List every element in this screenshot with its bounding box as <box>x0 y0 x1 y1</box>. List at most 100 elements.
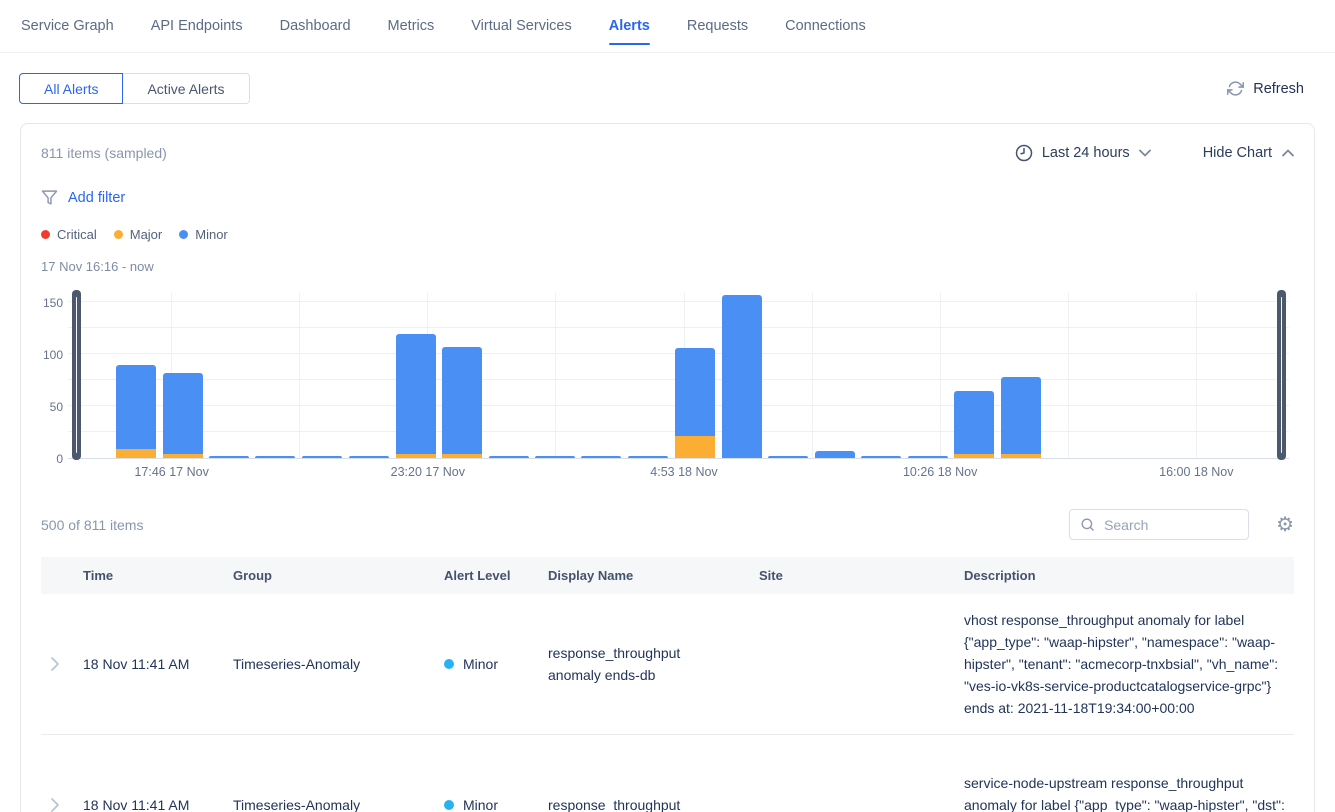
chart-bar-segment-minor <box>721 295 762 458</box>
list-toolbar: 500 of 811 items ⚙ <box>41 509 1294 540</box>
chart-bar[interactable] <box>441 347 482 458</box>
header-cell-description: Description <box>964 568 1036 583</box>
alerts-table: Time Group Alert Level Display Name Site Desc… <box>41 557 1294 812</box>
legend-dot-minor <box>179 230 189 239</box>
header-cell-display-name: Display Name <box>548 568 634 583</box>
tab-requests[interactable]: Requests <box>686 18 749 34</box>
cell-group: Timeseries-Anomaly <box>233 656 361 672</box>
clock-icon <box>1015 144 1033 162</box>
items-summary: 811 items (sampled) <box>41 145 167 161</box>
controls-row: All Alerts Active Alerts Refresh <box>0 53 1335 104</box>
hide-chart-toggle[interactable]: Hide Chart <box>1203 145 1294 161</box>
legend-item-critical: Critical <box>41 227 97 242</box>
chart-bar[interactable] <box>348 456 389 458</box>
chart-bar[interactable] <box>581 456 622 458</box>
chart-bar-segment-major <box>441 453 482 458</box>
chart-bar-segment-major <box>674 436 715 458</box>
chevron-right-icon <box>50 656 60 672</box>
chart-gridline-h <box>68 301 1289 303</box>
tab-api-endpoints[interactable]: API Endpoints <box>150 18 243 34</box>
tab-connections[interactable]: Connections <box>785 18 866 34</box>
chart-bar-segment-minor <box>162 372 203 454</box>
chart-y-tick: 100 <box>42 348 63 363</box>
tab-virtual-services[interactable]: Virtual Services <box>471 18 572 34</box>
time-range-selector[interactable]: Last 24 hours <box>1015 144 1151 162</box>
chart-x-tick: 17:46 17 Nov <box>134 465 209 479</box>
chart-bar-segment-major <box>395 453 436 458</box>
chart-bar-segment-minor <box>115 364 156 449</box>
chart-bar[interactable] <box>162 372 203 458</box>
chart-gridline-h <box>68 327 1289 329</box>
alert-level-label: Minor <box>463 656 499 672</box>
chart-bar[interactable] <box>255 456 296 458</box>
chart-bar[interactable] <box>535 456 576 458</box>
time-range-label: Last 24 hours <box>1041 145 1130 161</box>
chart-bar-segment-major <box>162 453 203 458</box>
funnel-icon <box>41 189 58 206</box>
refresh-button[interactable]: Refresh <box>1227 80 1304 97</box>
search-box[interactable] <box>1069 509 1250 540</box>
chart-bar-segment-minor <box>953 390 994 454</box>
header-cell-alert-level: Alert Level <box>444 568 511 583</box>
chart-brush-handle-left[interactable] <box>72 290 81 460</box>
severity-legend: Critical Major Minor <box>41 227 1294 242</box>
chart-gridline-v <box>1067 293 1069 458</box>
list-count: 500 of 811 items <box>41 516 144 533</box>
chart-bar[interactable] <box>488 456 529 458</box>
filter-tab-all-alerts[interactable]: All Alerts <box>19 73 124 104</box>
chart-gridline-v <box>299 293 301 458</box>
chart-gridline-v <box>555 293 557 458</box>
filter-tab-active-alerts[interactable]: Active Alerts <box>122 73 250 104</box>
tab-dashboard[interactable]: Dashboard <box>279 18 351 34</box>
chart-x-tick: 10:26 18 Nov <box>902 465 978 479</box>
alert-level-dot <box>444 659 454 669</box>
alerts-panel: 811 items (sampled) Last 24 hours Hide <box>20 123 1315 812</box>
chart-y-tick: 0 <box>56 452 63 466</box>
row-expand-button[interactable] <box>41 797 83 812</box>
chart-bar[interactable] <box>721 295 762 458</box>
chevron-right-icon <box>50 797 60 812</box>
primary-nav: Service Graph API Endpoints Dashboard Metri… <box>0 0 1335 53</box>
chart-x-tick: 23:20 17 Nov <box>390 465 466 479</box>
chart-bar-segment-minor <box>348 456 389 458</box>
chart-bar-segment-minor <box>674 348 715 437</box>
cell-time: 18 Nov 11:41 AM <box>83 796 190 812</box>
chart-bar[interactable] <box>953 390 994 458</box>
chart-bar[interactable] <box>209 456 250 458</box>
chart-bar[interactable] <box>767 455 808 458</box>
alert-filter-tabs: All Alerts Active Alerts <box>19 73 250 104</box>
chart-bar[interactable] <box>628 456 669 458</box>
cell-alert-level: Minor <box>444 794 548 812</box>
search-input[interactable] <box>1104 516 1239 533</box>
legend-item-major: Major <box>113 227 163 242</box>
chart-brush-handle-right[interactable] <box>1277 290 1286 460</box>
tab-alerts[interactable]: Alerts <box>608 18 650 45</box>
tab-metrics[interactable]: Metrics <box>387 18 435 34</box>
chart-bar[interactable] <box>814 450 855 458</box>
search-icon <box>1080 517 1095 532</box>
add-filter-button[interactable]: Add filter <box>41 189 125 206</box>
chart-bar-segment-minor <box>908 456 949 458</box>
chart-bar[interactable] <box>674 348 715 458</box>
chart-bar-segment-minor <box>395 333 436 454</box>
gear-icon[interactable]: ⚙ <box>1276 513 1294 536</box>
chart-bar-segment-major <box>1000 453 1041 458</box>
brush-grip <box>1280 297 1283 453</box>
chart-bar[interactable] <box>861 456 902 458</box>
chart-bar-segment-minor <box>861 456 902 458</box>
row-expand-button[interactable] <box>41 656 83 672</box>
chart-bar[interactable] <box>395 333 436 458</box>
legend-label: Major <box>129 227 163 242</box>
chart-bar[interactable] <box>1000 377 1041 458</box>
chevron-up-icon <box>1282 149 1294 157</box>
chart-gridline-v <box>811 293 813 458</box>
refresh-icon <box>1227 80 1245 97</box>
cell-alert-level: Minor <box>444 653 548 675</box>
chart-bar[interactable] <box>302 456 343 458</box>
chart-bar-segment-minor <box>302 456 343 458</box>
chart-bar[interactable] <box>115 364 156 458</box>
chart-bar[interactable] <box>908 456 949 458</box>
tab-service-graph[interactable]: Service Graph <box>21 18 114 34</box>
chart-bar-segment-minor <box>535 456 576 458</box>
chart-y-tick: 50 <box>49 400 63 415</box>
